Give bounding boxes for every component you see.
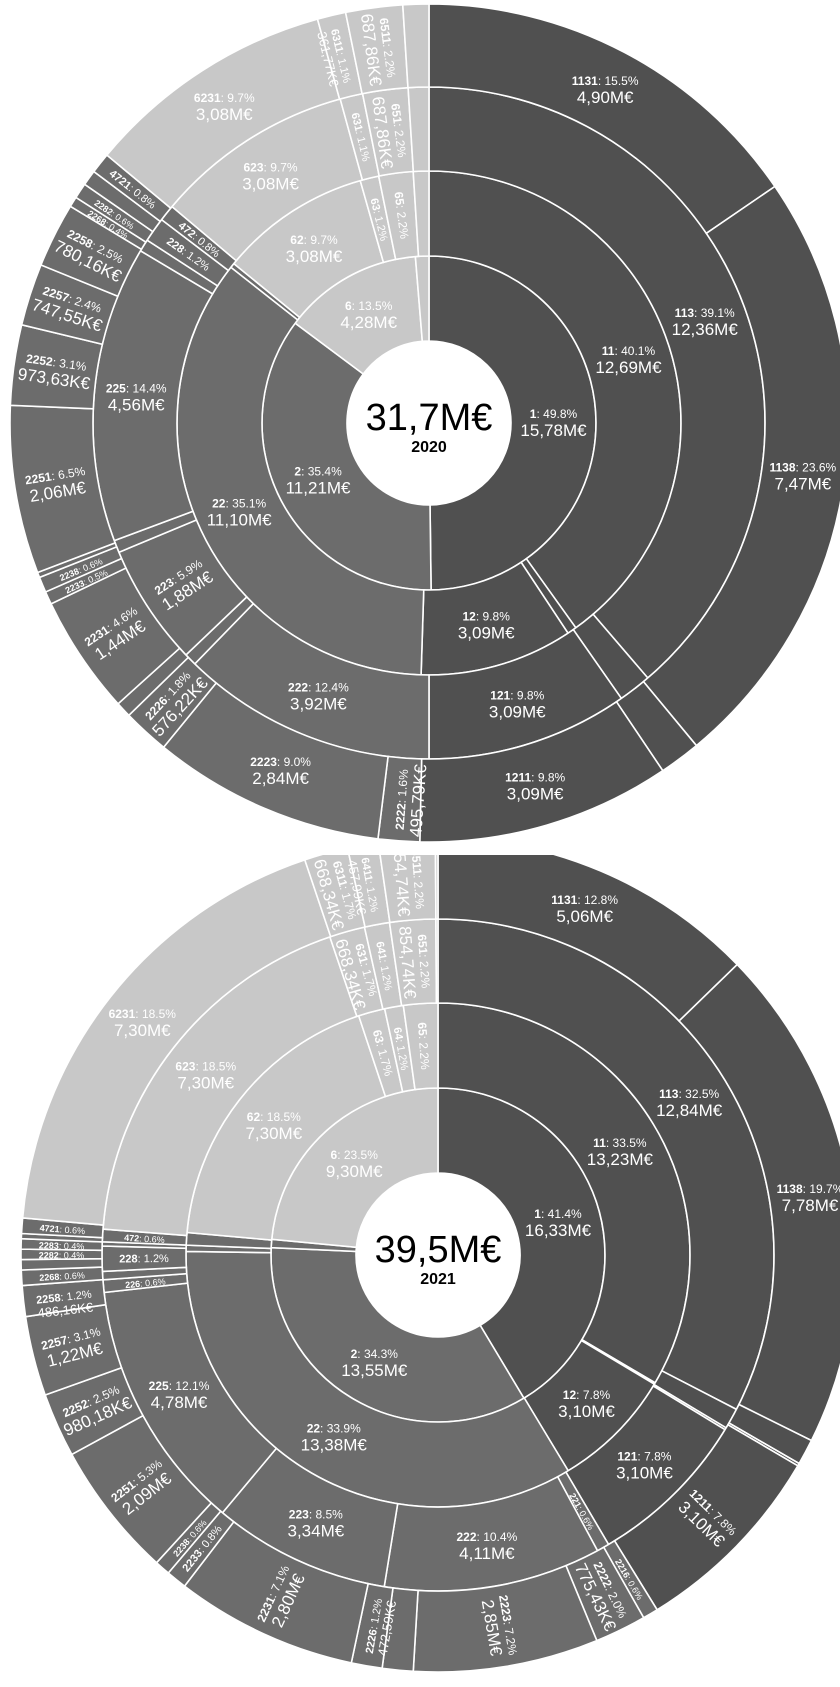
label-223: 223: 8.5% 3,34M€	[287, 1507, 344, 1540]
label-1: 1: 41.4% 16,33M€	[525, 1207, 592, 1240]
label-1131: 1131: 12.8% 5,06M€	[551, 893, 618, 926]
label-623: 623: 9.7% 3,08M€	[242, 160, 299, 193]
label-1138: 1138: 23.6% 7,47M€	[769, 460, 836, 493]
label-6231: 6231: 18.5% 7,30M€	[109, 1007, 177, 1040]
label-2257: 2257: 3.1%1,22M€	[40, 1324, 107, 1371]
label-62: 62: 18.5% 7,30M€	[245, 1110, 302, 1143]
label-12: 12: 7.8% 3,10M€	[558, 1388, 615, 1421]
label-2223: 2223: 9.0% 2,84M€	[250, 755, 311, 788]
label-65: 65: 2.2%	[391, 191, 411, 240]
label-222: 222: 12.4% 3,92M€	[288, 680, 349, 713]
segment-minor	[434, 855, 439, 920]
label-228: 228: 1.2%	[119, 1253, 169, 1266]
label-11: 11: 40.1% 12,69M€	[595, 344, 662, 377]
sunburst-chart-2021: 1: 41.4% 16,33M€ 2: 34.3% 13,55M€ 6: 23.5% 9,…	[20, 855, 840, 1673]
segment-minor	[435, 918, 439, 1004]
center-hole-2020	[347, 341, 511, 505]
label-1131: 1131: 15.5% 4,90M€	[572, 74, 639, 107]
label-11: 11: 33.5% 13,23M€	[587, 1136, 654, 1169]
label-6231: 6231: 9.7% 3,08M€	[194, 91, 255, 124]
label-12: 12: 9.8% 3,09M€	[458, 610, 515, 643]
segments-2021	[20, 855, 840, 1673]
label-226: 226: 0.6%	[125, 1276, 166, 1290]
label-225: 225: 12.1% 4,78M€	[149, 1379, 210, 1412]
label-6: 6: 23.5% 9,30M€	[326, 1148, 383, 1181]
label-472: 472: 0.6%	[124, 1233, 165, 1245]
label-22: 22: 35.1% 11,10M€	[207, 497, 272, 530]
label-2282: 2282: 0.4%	[39, 1250, 85, 1260]
label-6511: 6511: 2.2%854,74K€	[389, 855, 427, 918]
center-hole-2021	[356, 1173, 520, 1337]
label-641: 641: 1.2%	[373, 941, 394, 992]
label-113: 113: 32.5% 12,84M€	[656, 1087, 723, 1120]
label-4721: 4721: 0.6%	[39, 1223, 85, 1236]
center-total-2020: 31,7M€	[366, 397, 493, 439]
label-2: 2: 34.3% 13,55M€	[341, 1347, 408, 1380]
sunburst-chart-2020: 1: 49.8% 15,78M€ 2: 35.4% 11,21M€ 6: 13.5% 4,…	[9, 3, 840, 843]
label-62: 62: 9.7% 3,08M€	[286, 233, 343, 266]
label-64: 64: 1.2%	[391, 1026, 410, 1071]
label-121: 121: 7.8% 3,10M€	[616, 1449, 673, 1482]
label-1: 1: 49.8% 15,78M€	[520, 407, 587, 440]
label-1138: 1138: 19.7% 7,78M€	[777, 1182, 840, 1215]
center-year-2021: 2021	[420, 1271, 456, 1288]
label-113: 113: 39.1% 12,36M€	[672, 306, 739, 339]
label-1211: 1211: 9.8% 3,09M€	[505, 770, 565, 803]
label-2268: 2268: 0.6%	[39, 1270, 85, 1282]
label-22: 22: 33.9% 13,38M€	[301, 1422, 368, 1455]
label-2251: 2251: 6.5%2,06M€	[24, 464, 90, 506]
label-6311: 6311: 1.7%668,34K€	[310, 855, 361, 933]
label-121: 121: 9.8% 3,09M€	[489, 688, 546, 721]
label-6: 6: 13.5% 4,28M€	[340, 299, 397, 332]
label-65: 65: 2.2%	[415, 1022, 432, 1071]
label-623: 623: 18.5% 7,30M€	[175, 1060, 236, 1093]
center-year-2020: 2020	[411, 439, 447, 456]
label-2222: 2222: 1.6%495,79K€	[392, 762, 430, 838]
center-total-2021: 39,5M€	[375, 1229, 502, 1271]
segments-2020	[9, 3, 840, 843]
segment-minor	[401, 3, 430, 89]
label-2283: 2283: 0.4%	[39, 1240, 85, 1251]
label-2258: 2258: 1.2%486,16K€	[36, 1289, 95, 1321]
label-2: 2: 35.4% 11,21M€	[286, 465, 351, 498]
label-222: 222: 10.4% 4,11M€	[457, 1530, 518, 1563]
label-225: 225: 14.4% 4,56M€	[106, 382, 167, 415]
labels-2020: 1: 49.8% 15,78M€ 2: 35.4% 11,21M€ 6: 13.5% 4,…	[17, 13, 837, 838]
